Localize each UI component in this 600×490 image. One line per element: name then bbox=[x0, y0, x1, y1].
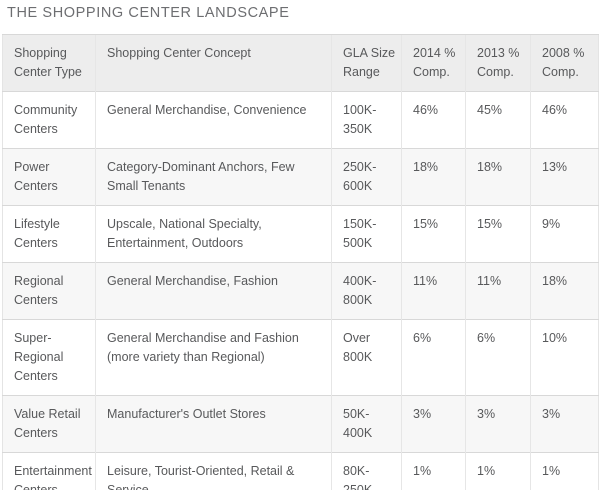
shopping-center-landscape-table: Shopping Center Type Shopping Center Con… bbox=[2, 34, 599, 490]
cell-concept: General Merchandise, Convenience bbox=[95, 91, 332, 149]
cell-2013: 18% bbox=[465, 148, 531, 206]
cell-2013: 6% bbox=[465, 319, 531, 396]
cell-concept: General Merchandise, Fashion bbox=[95, 262, 332, 320]
cell-type: Super-Regional Centers bbox=[2, 319, 96, 396]
table-body: Community Centers General Merchandise, C… bbox=[2, 91, 599, 490]
cell-2014: 6% bbox=[401, 319, 466, 396]
cell-2014: 1% bbox=[401, 452, 466, 490]
cell-concept: Upscale, National Specialty, Entertainme… bbox=[95, 205, 332, 263]
cell-2008: 10% bbox=[530, 319, 599, 396]
column-header-2013: 2013 % Comp. bbox=[465, 34, 531, 92]
cell-2008: 18% bbox=[530, 262, 599, 320]
cell-gla: 400K-800K bbox=[331, 262, 402, 320]
table-header: Shopping Center Type Shopping Center Con… bbox=[2, 34, 599, 92]
cell-2013: 1% bbox=[465, 452, 531, 490]
page-title: THE SHOPPING CENTER LANDSCAPE bbox=[7, 5, 290, 21]
cell-2014: 11% bbox=[401, 262, 466, 320]
cell-type: Community Centers bbox=[2, 91, 96, 149]
column-header-type: Shopping Center Type bbox=[2, 34, 96, 92]
cell-2013: 11% bbox=[465, 262, 531, 320]
cell-concept: Category-Dominant Anchors, Few Small Ten… bbox=[95, 148, 332, 206]
table-row: Power Centers Category-Dominant Anchors,… bbox=[2, 148, 599, 206]
cell-concept: Leisure, Tourist-Oriented, Retail & Serv… bbox=[95, 452, 332, 490]
table-row: Value Retail Centers Manufacturer's Outl… bbox=[2, 395, 599, 453]
table-row: Lifestyle Centers Upscale, National Spec… bbox=[2, 205, 599, 263]
cell-gla: 50K-400K bbox=[331, 395, 402, 453]
cell-2014: 46% bbox=[401, 91, 466, 149]
cell-2014: 15% bbox=[401, 205, 466, 263]
cell-type: Lifestyle Centers bbox=[2, 205, 96, 263]
cell-type: Power Centers bbox=[2, 148, 96, 206]
cell-gla: 80K-250K bbox=[331, 452, 402, 490]
cell-2014: 3% bbox=[401, 395, 466, 453]
table-row: Super-Regional Centers General Merchandi… bbox=[2, 319, 599, 396]
cell-concept: Manufacturer's Outlet Stores bbox=[95, 395, 332, 453]
table-row: Entertainment Centers Leisure, Tourist-O… bbox=[2, 452, 599, 490]
table-row: Regional Centers General Merchandise, Fa… bbox=[2, 262, 599, 320]
column-header-gla: GLA Size Range bbox=[331, 34, 402, 92]
cell-2008: 13% bbox=[530, 148, 599, 206]
cell-gla: 100K-350K bbox=[331, 91, 402, 149]
cell-2008: 9% bbox=[530, 205, 599, 263]
column-header-2014: 2014 % Comp. bbox=[401, 34, 466, 92]
cell-2008: 46% bbox=[530, 91, 599, 149]
table-row: Community Centers General Merchandise, C… bbox=[2, 91, 599, 149]
header-row: Shopping Center Type Shopping Center Con… bbox=[2, 34, 599, 92]
cell-type: Entertainment Centers bbox=[2, 452, 96, 490]
cell-2013: 15% bbox=[465, 205, 531, 263]
cell-concept: General Merchandise and Fashion (more va… bbox=[95, 319, 332, 396]
cell-type: Regional Centers bbox=[2, 262, 96, 320]
cell-2013: 45% bbox=[465, 91, 531, 149]
cell-2013: 3% bbox=[465, 395, 531, 453]
column-header-concept: Shopping Center Concept bbox=[95, 34, 332, 92]
cell-gla: 150K-500K bbox=[331, 205, 402, 263]
cell-2008: 3% bbox=[530, 395, 599, 453]
column-header-2008: 2008 % Comp. bbox=[530, 34, 599, 92]
cell-2014: 18% bbox=[401, 148, 466, 206]
cell-gla: 250K-600K bbox=[331, 148, 402, 206]
cell-2008: 1% bbox=[530, 452, 599, 490]
cell-gla: Over 800K bbox=[331, 319, 402, 396]
cell-type: Value Retail Centers bbox=[2, 395, 96, 453]
